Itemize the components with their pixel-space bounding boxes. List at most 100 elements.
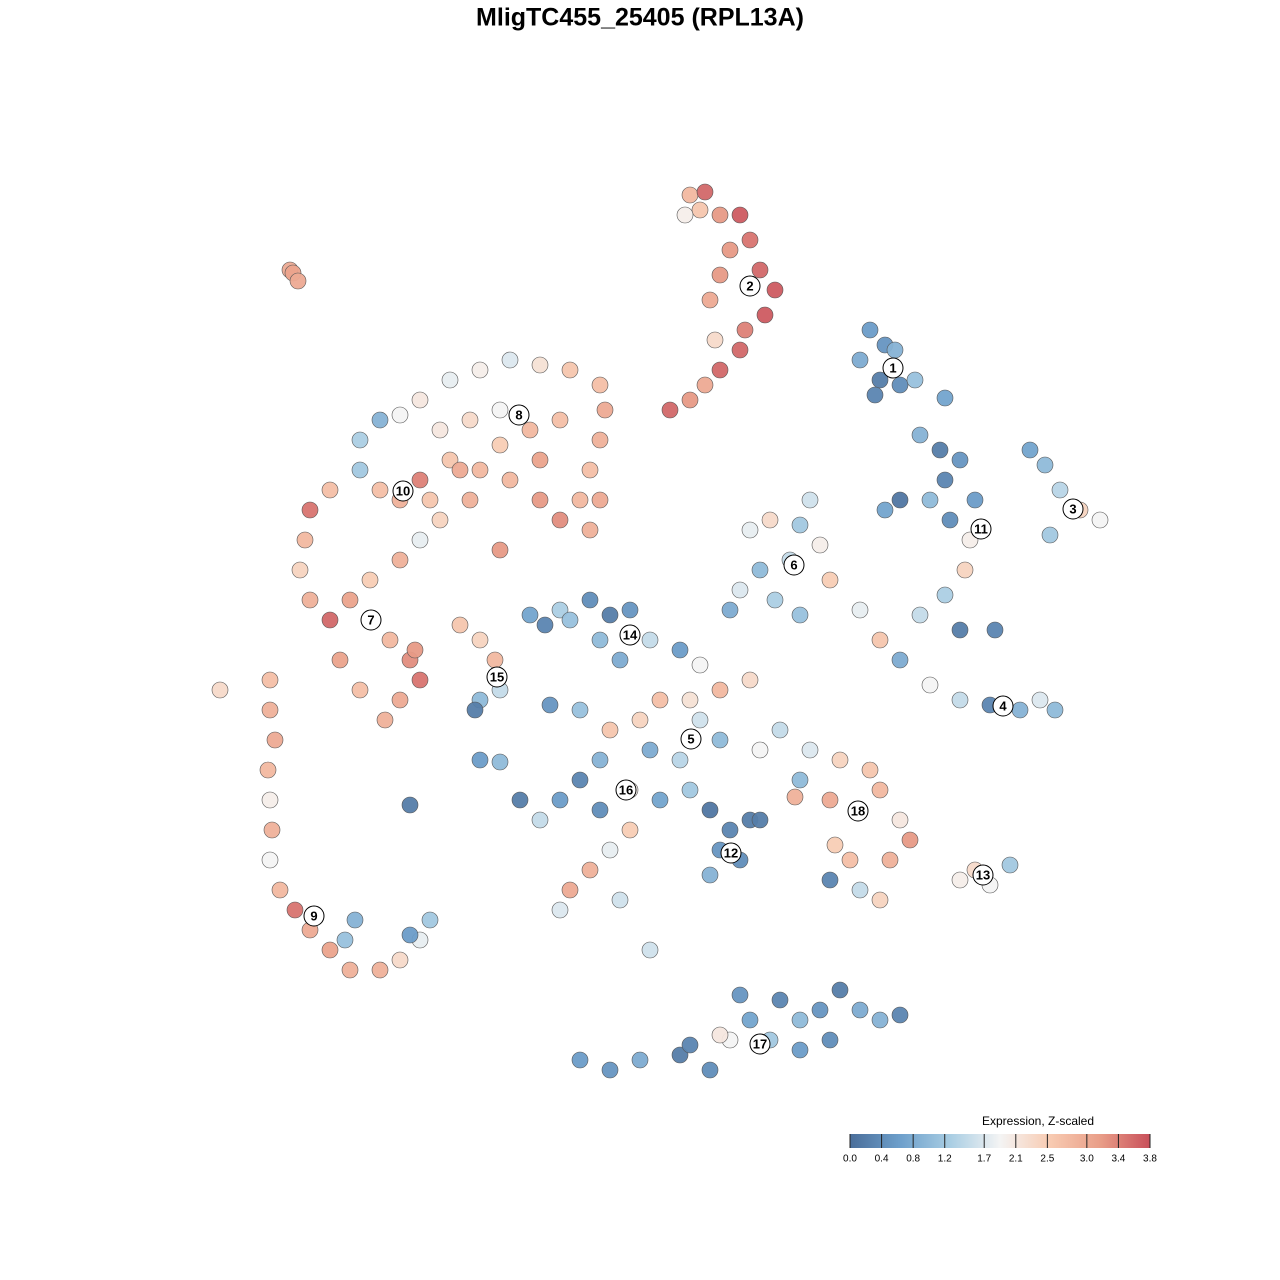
point	[531, 811, 549, 829]
point	[591, 801, 609, 819]
point	[791, 1041, 809, 1059]
point	[766, 281, 784, 299]
point	[986, 621, 1004, 639]
point	[511, 791, 529, 809]
cluster-label: 10	[396, 483, 410, 498]
point	[211, 681, 229, 699]
point	[866, 386, 884, 404]
point	[451, 616, 469, 634]
point	[671, 1046, 689, 1064]
point	[951, 871, 969, 889]
point	[791, 606, 809, 624]
point	[741, 1011, 759, 1029]
point	[471, 461, 489, 479]
cluster-badge	[508, 404, 530, 426]
point	[301, 501, 319, 519]
point	[771, 991, 789, 1009]
point	[731, 206, 749, 224]
point	[791, 771, 809, 789]
point	[266, 731, 284, 749]
point	[381, 631, 399, 649]
point	[761, 511, 779, 529]
point	[906, 371, 924, 389]
point	[711, 361, 729, 379]
point	[581, 461, 599, 479]
point	[551, 901, 569, 919]
point	[966, 491, 984, 509]
point	[691, 656, 709, 674]
point	[551, 791, 569, 809]
point	[821, 1031, 839, 1049]
point	[471, 361, 489, 379]
point	[286, 901, 304, 919]
point	[521, 606, 539, 624]
cluster-label: 7	[367, 612, 374, 627]
point	[741, 671, 759, 689]
colorbar-tick-label: 0.4	[875, 1154, 889, 1165]
point	[661, 401, 679, 419]
point	[1021, 441, 1039, 459]
point	[876, 501, 894, 519]
point	[891, 376, 909, 394]
point	[611, 651, 629, 669]
point	[491, 753, 509, 771]
point	[271, 881, 289, 899]
point	[701, 866, 719, 884]
cluster-badge	[486, 666, 508, 688]
point	[259, 761, 277, 779]
cluster-badge	[360, 609, 382, 631]
point	[621, 601, 639, 619]
point	[601, 1061, 619, 1079]
point	[521, 421, 539, 439]
colorbar-title: Expression, Z-scaled	[982, 1114, 1094, 1128]
point	[461, 411, 479, 429]
point	[376, 711, 394, 729]
point	[891, 1006, 909, 1024]
point	[551, 411, 569, 429]
point	[901, 831, 919, 849]
cluster-badge	[847, 800, 869, 822]
point	[1001, 856, 1019, 874]
point	[786, 788, 804, 806]
point	[581, 521, 599, 539]
point	[581, 591, 599, 609]
point	[581, 861, 599, 879]
point	[501, 471, 519, 489]
point	[1031, 691, 1049, 709]
point	[421, 491, 439, 509]
point	[681, 1036, 699, 1054]
point	[1051, 481, 1069, 499]
point	[701, 291, 719, 309]
point	[321, 481, 339, 499]
point	[741, 231, 759, 249]
point	[561, 361, 579, 379]
point	[571, 491, 589, 509]
point	[696, 376, 714, 394]
point	[676, 206, 694, 224]
point	[611, 891, 629, 909]
point	[731, 581, 749, 599]
point	[891, 491, 909, 509]
point	[921, 676, 939, 694]
point	[261, 791, 279, 809]
point	[261, 851, 279, 869]
point	[401, 926, 419, 944]
cluster-badge	[783, 554, 805, 576]
point	[441, 371, 459, 389]
point	[871, 1011, 889, 1029]
point	[831, 751, 849, 769]
point	[351, 431, 369, 449]
cluster-badge	[615, 779, 637, 801]
point	[571, 1051, 589, 1069]
point	[321, 611, 339, 629]
point	[466, 701, 484, 719]
cluster-label: 13	[976, 867, 990, 882]
cluster-label: 11	[974, 521, 988, 536]
point	[691, 711, 709, 729]
point	[681, 691, 699, 709]
cluster-label: 17	[753, 1036, 767, 1051]
points	[211, 183, 1109, 1079]
point	[751, 261, 769, 279]
point	[771, 721, 789, 739]
